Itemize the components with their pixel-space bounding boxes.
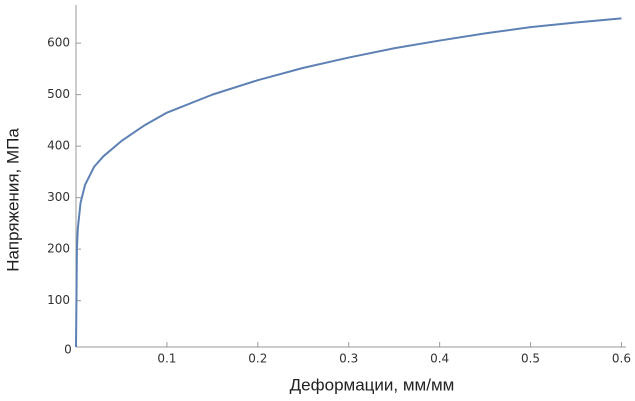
data-line	[75, 17, 622, 348]
y-tick-label: 600	[47, 36, 70, 50]
y-tick-label: 300	[47, 190, 70, 204]
x-tick-label: 0.5	[521, 352, 540, 366]
x-tick-label: 0.1	[157, 352, 176, 366]
x-tick-label: 0	[64, 343, 72, 357]
y-axis-title: Напряжения, МПа	[3, 128, 22, 272]
y-tick-label: 500	[47, 87, 70, 101]
x-tick-label: 0.2	[248, 352, 267, 366]
y-tick-label: 100	[47, 293, 70, 307]
x-tick-label: 0.6	[612, 352, 631, 366]
y-tick-label: 400	[47, 139, 70, 153]
x-tick-label: 0.4	[430, 352, 449, 366]
x-axis-title: Деформации, мм/мм	[290, 375, 455, 394]
y-tick-label: 200	[47, 242, 70, 256]
x-tick-label: 0.3	[339, 352, 358, 366]
